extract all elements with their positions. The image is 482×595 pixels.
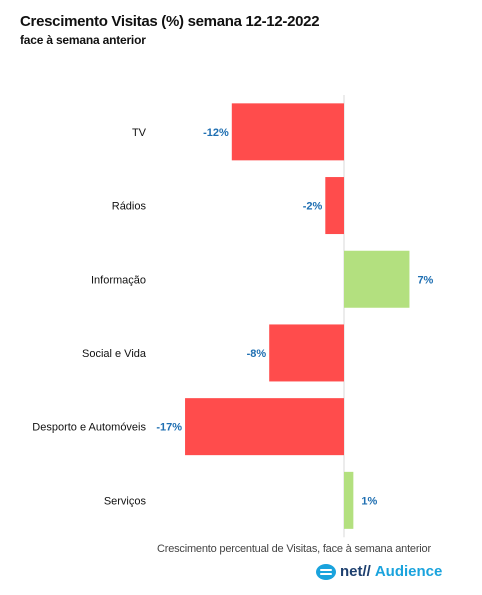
value-label: -12% [203, 127, 229, 139]
x-axis-caption: Crescimento percentual de Visitas, face … [157, 543, 431, 555]
chart-title: Crescimento Visitas (%) semana 12-12-202… [20, 13, 320, 30]
value-label: -8% [247, 348, 267, 360]
category-label: Social e Vida [82, 348, 147, 360]
logo-audience-text: Audience [374, 563, 443, 580]
bar [344, 250, 410, 308]
bar [185, 398, 344, 456]
category-label: TV [132, 127, 147, 139]
category-label: Rádios [112, 201, 147, 213]
netaudience-logo: net// Audience [316, 563, 442, 580]
bar [344, 471, 354, 529]
bar [325, 177, 344, 235]
value-label: 1% [361, 495, 377, 507]
value-label: -17% [156, 422, 182, 434]
bar [269, 324, 344, 382]
category-label: Desporto e Automóveis [32, 422, 146, 434]
bar [231, 103, 344, 161]
logo-net-text: net// [340, 563, 371, 580]
chart-subtitle: face à semana anterior [20, 33, 146, 47]
category-label: Serviços [104, 495, 147, 507]
value-label: 7% [417, 274, 433, 286]
netaudience-logo-icon [316, 563, 336, 580]
value-label: -2% [303, 201, 323, 213]
category-label: Informação [91, 274, 146, 286]
